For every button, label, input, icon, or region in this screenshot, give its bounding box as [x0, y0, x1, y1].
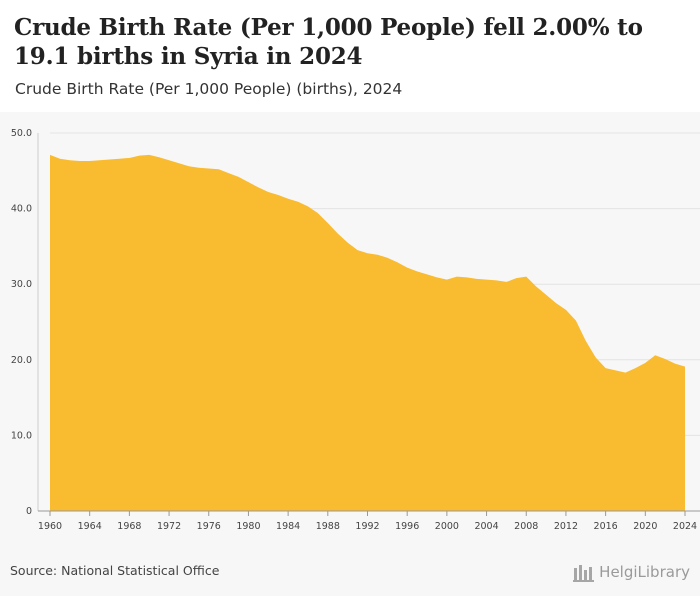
- x-tick-label: 2020: [633, 521, 657, 532]
- x-tick-label: 1976: [197, 521, 221, 532]
- x-tick-label: 2008: [514, 521, 538, 532]
- birth-rate-area-chart: 0 10.0 20.0 30.0 40.0 50.0 1960 1964 1968 1972 197…: [11, 128, 700, 532]
- y-tick-label: 40.0: [11, 204, 32, 215]
- y-tick-label: 50.0: [11, 128, 32, 139]
- brand-name: HelgiLibrary: [599, 563, 690, 581]
- x-tick-label: 2000: [435, 521, 459, 532]
- x-tick-label: 1980: [236, 521, 260, 532]
- x-tick-label: 1968: [117, 521, 141, 532]
- y-tick-label: 20.0: [11, 355, 32, 366]
- y-tick-label: 10.0: [11, 430, 32, 441]
- x-tick-label: 1972: [157, 521, 181, 532]
- chart-header: Crude Birth Rate (Per 1,000 People) fell…: [0, 0, 700, 112]
- x-tick-label: 2024: [673, 521, 697, 532]
- x-tick-label: 1996: [395, 521, 419, 532]
- x-tick-label: 2016: [594, 521, 618, 532]
- library-icon: [573, 562, 595, 582]
- x-tick-label: 1992: [355, 521, 379, 532]
- chart-title: Crude Birth Rate (Per 1,000 People) fell…: [14, 14, 643, 70]
- x-tick-label: 2004: [474, 521, 498, 532]
- brand-logo: HelgiLibrary: [573, 560, 690, 584]
- x-tick-label: 2012: [554, 521, 578, 532]
- y-tick-label: 30.0: [11, 279, 32, 290]
- chart-subtitle: Crude Birth Rate (Per 1,000 People) (bir…: [15, 80, 403, 98]
- x-tick-label: 1960: [38, 521, 62, 532]
- x-tick-label: 1984: [276, 521, 300, 532]
- x-tick-label: 1988: [316, 521, 340, 532]
- y-tick-label: 0: [26, 506, 32, 517]
- x-tick-label: 1964: [78, 521, 102, 532]
- source-note: Source: National Statistical Office: [10, 563, 220, 578]
- series-area: [50, 154, 685, 512]
